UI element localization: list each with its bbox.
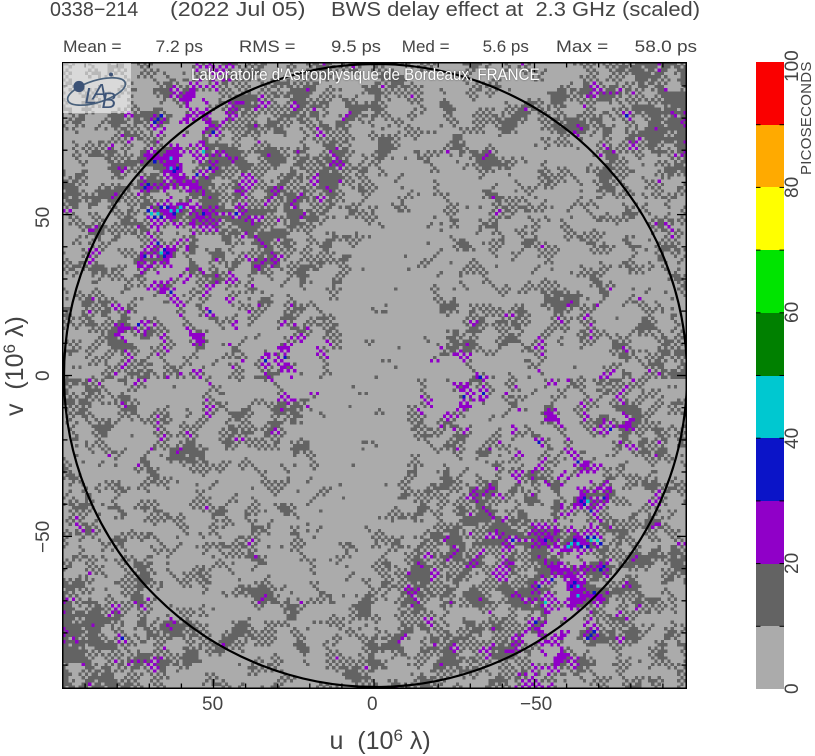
svg-text:L: L (85, 84, 97, 109)
svg-text:A: A (91, 80, 108, 105)
svg-text:B: B (102, 88, 117, 113)
